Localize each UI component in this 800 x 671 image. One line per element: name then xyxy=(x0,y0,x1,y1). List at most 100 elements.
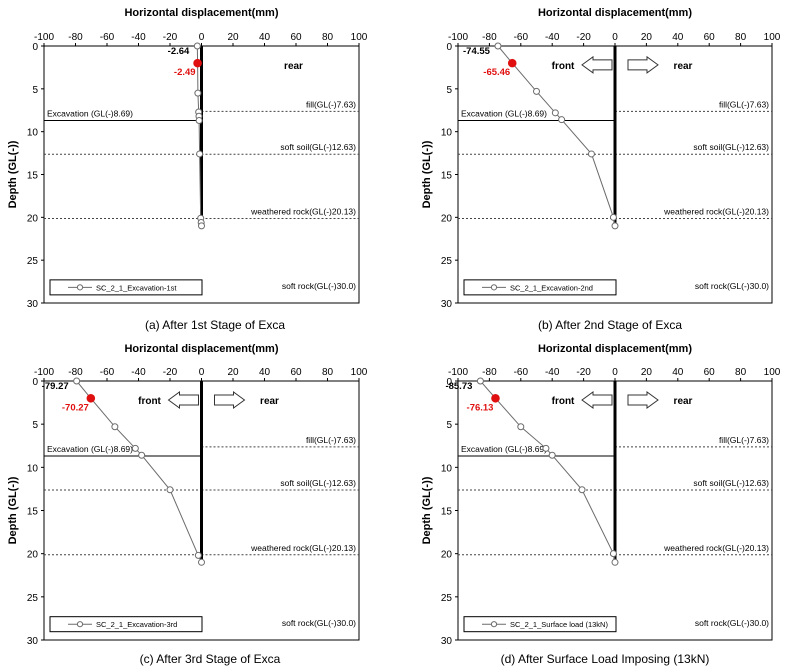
legend-box xyxy=(463,279,617,296)
x-tick-label: 80 xyxy=(735,32,747,43)
arrow-left-icon xyxy=(167,391,199,409)
excavation-label: Excavation (GL(-)8.69) xyxy=(47,108,133,118)
x-tick-label: 60 xyxy=(704,32,716,43)
front-label: front xyxy=(138,396,161,407)
y-tick-label: 20 xyxy=(27,550,39,561)
y-tick-label: 0 xyxy=(32,42,38,53)
layer-label: soft soil(GL(-)12.63) xyxy=(280,478,356,488)
rear-label: rear xyxy=(674,396,693,407)
layer-label: fill(GL(-)7.63) xyxy=(719,99,769,109)
x-tick-label: -40 xyxy=(131,32,146,43)
x-tick-label: -40 xyxy=(545,32,560,43)
x-tick-label: 20 xyxy=(641,367,653,378)
y-axis-title: Depth (GL(-)) xyxy=(7,140,19,208)
layer-label: soft rock(GL(-)30.0) xyxy=(695,281,769,291)
top-value-label: -74.55 xyxy=(463,46,491,57)
x-tick-label: -20 xyxy=(576,32,591,43)
data-point xyxy=(517,423,525,431)
x-tick-label: 40 xyxy=(672,367,684,378)
x-tick-label: -100 xyxy=(34,367,54,378)
x-tick-label: -20 xyxy=(163,32,178,43)
panel-caption: (b) After 2nd Stage of Exca xyxy=(538,318,682,332)
top-value-label: -79.27 xyxy=(42,381,69,392)
highlight-point xyxy=(193,58,202,68)
legend-box xyxy=(49,616,203,633)
y-tick-label: 5 xyxy=(32,420,38,431)
layer-label: fill(GL(-)7.63) xyxy=(306,435,356,445)
y-tick-label: 15 xyxy=(27,507,39,518)
x-axis-title: Horizontal displacement(mm) xyxy=(124,343,278,355)
y-tick-label: 0 xyxy=(446,42,452,53)
data-point xyxy=(494,42,502,50)
x-tick-label: 60 xyxy=(290,32,302,43)
y-tick-label: 30 xyxy=(27,636,39,647)
x-tick-label: 40 xyxy=(259,367,271,378)
legend-marker xyxy=(490,621,498,628)
displacement-curve xyxy=(76,380,202,563)
highlight-value-label: -2.49 xyxy=(174,67,196,78)
legend-marker xyxy=(76,621,84,628)
y-tick-label: 10 xyxy=(441,128,453,139)
data-point xyxy=(548,451,556,459)
highlight-value-label: -65.46 xyxy=(483,67,510,78)
data-point xyxy=(195,117,203,125)
x-tick-label: -20 xyxy=(163,367,178,378)
y-tick-label: 15 xyxy=(441,507,453,518)
arrow-right-icon xyxy=(627,391,659,409)
highlight-point xyxy=(491,393,500,403)
x-tick-label: -60 xyxy=(514,32,529,43)
data-point xyxy=(194,551,202,559)
legend-marker xyxy=(490,284,498,291)
x-tick-label: 0 xyxy=(612,32,618,43)
layer-label: weathered rock(GL(-)20.13) xyxy=(250,543,356,553)
data-point xyxy=(196,150,204,158)
excavation-label: Excavation (GL(-)8.69) xyxy=(47,444,133,454)
data-point xyxy=(198,558,205,566)
x-axis-title: Horizontal displacement(mm) xyxy=(538,343,692,355)
chart-panel-2: Horizontal displacement(mm) Depth (GL(-))… xyxy=(421,7,781,332)
y-tick-label: 25 xyxy=(441,256,453,267)
x-tick-label: -20 xyxy=(576,367,591,378)
panel-caption: (c) After 3rd Stage of Exca xyxy=(140,652,281,666)
y-tick-label: 20 xyxy=(441,550,453,561)
x-tick-label: 20 xyxy=(227,367,239,378)
x-tick-label: -60 xyxy=(514,367,529,378)
y-axis-title: Depth (GL(-)) xyxy=(421,476,433,544)
highlight-value-label: -70.27 xyxy=(62,402,89,413)
y-tick-label: 0 xyxy=(32,377,38,388)
y-tick-label: 10 xyxy=(441,463,453,474)
layer-label: soft rock(GL(-)30.0) xyxy=(695,618,769,628)
x-tick-label: -100 xyxy=(34,32,54,43)
highlight-point xyxy=(86,393,96,403)
data-point xyxy=(551,109,559,117)
x-tick-label: -60 xyxy=(100,32,115,43)
legend-label: SC_2_1_Excavation-3rd xyxy=(96,620,177,629)
arrow-left-icon xyxy=(581,391,613,409)
rear-label: rear xyxy=(284,61,303,72)
x-axis-title: Horizontal displacement(mm) xyxy=(124,7,278,19)
x-tick-label: -40 xyxy=(545,367,560,378)
data-point xyxy=(611,222,619,230)
x-tick-label: 60 xyxy=(290,367,302,378)
excavation-label: Excavation (GL(-)8.69) xyxy=(461,108,547,118)
data-point xyxy=(609,213,617,221)
data-point xyxy=(193,42,201,50)
x-tick-label: -40 xyxy=(131,367,146,378)
x-tick-label: 20 xyxy=(641,32,653,43)
x-tick-label: 20 xyxy=(227,32,239,43)
x-tick-label: 100 xyxy=(764,32,781,43)
x-tick-label: 100 xyxy=(764,367,781,378)
y-tick-label: 15 xyxy=(27,171,39,182)
layer-label: fill(GL(-)7.63) xyxy=(719,435,769,445)
y-axis-title: Depth (GL(-)) xyxy=(7,476,19,544)
layer-label: soft soil(GL(-)12.63) xyxy=(280,142,356,152)
legend: SC_2_1_Excavation-2nd xyxy=(463,279,617,296)
layer-label: soft soil(GL(-)12.63) xyxy=(693,478,769,488)
front-label: front xyxy=(552,61,575,72)
layer-label: soft rock(GL(-)30.0) xyxy=(282,618,356,628)
chart-panel-4: Horizontal displacement(mm) Depth (GL(-))… xyxy=(421,343,781,666)
data-point xyxy=(198,222,205,230)
y-tick-label: 30 xyxy=(441,299,453,310)
x-tick-label: -100 xyxy=(448,367,468,378)
